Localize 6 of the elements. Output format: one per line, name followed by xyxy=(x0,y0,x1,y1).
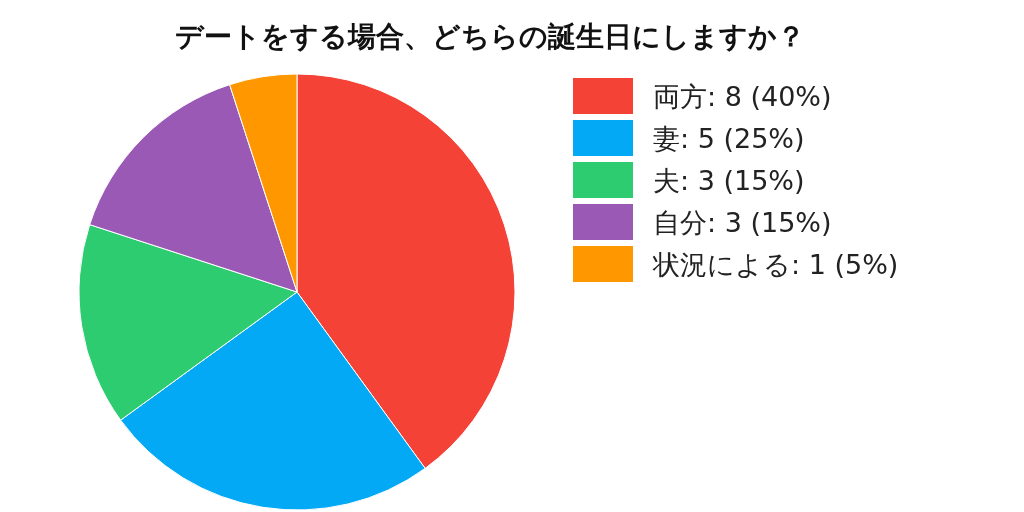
legend-label: 妻: 5 (25%) xyxy=(653,123,805,154)
legend-label: 状況による: 1 (5%) xyxy=(652,249,899,280)
legend-label: 夫: 3 (15%) xyxy=(653,165,805,196)
legend-label: 両方: 8 (40%) xyxy=(653,81,832,112)
legend-label: 自分: 3 (15%) xyxy=(653,207,832,238)
chart-title: デートをする場合、どちらの誕生日にしますか？ xyxy=(175,20,805,53)
